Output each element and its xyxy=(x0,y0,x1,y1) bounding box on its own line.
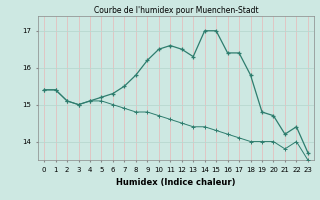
Title: Courbe de l'humidex pour Muenchen-Stadt: Courbe de l'humidex pour Muenchen-Stadt xyxy=(94,6,258,15)
X-axis label: Humidex (Indice chaleur): Humidex (Indice chaleur) xyxy=(116,178,236,187)
